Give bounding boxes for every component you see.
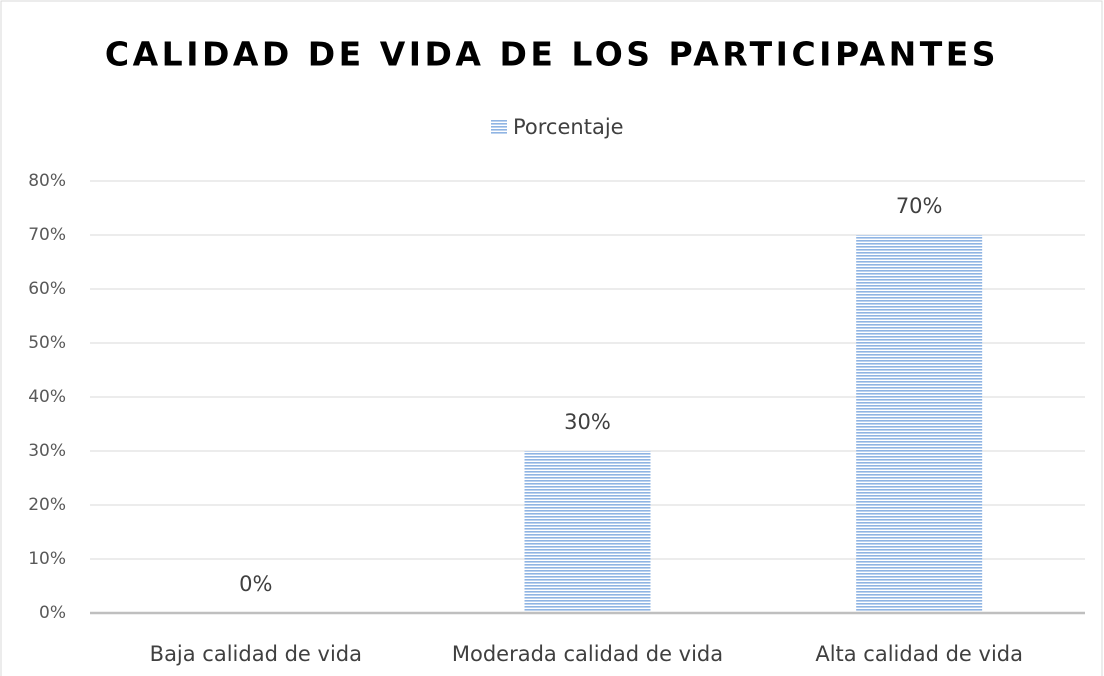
legend-swatch (491, 119, 507, 135)
x-tick-label: Baja calidad de vida (150, 642, 362, 666)
value-label: 30% (564, 410, 611, 434)
x-tick-label: Moderada calidad de vida (452, 642, 723, 666)
legend-label: Porcentaje (513, 115, 624, 139)
y-tick-label: 10% (28, 549, 66, 569)
bar (856, 235, 983, 613)
y-tick-label: 50% (28, 333, 66, 353)
value-label: 0% (239, 572, 272, 596)
value-label: 70% (896, 194, 943, 218)
bar (524, 451, 651, 613)
chart-title: CALIDAD DE VIDA DE LOS PARTICIPANTES (105, 35, 999, 74)
y-tick-label: 40% (28, 387, 66, 407)
y-tick-label: 60% (28, 279, 66, 299)
x-tick-label: Alta calidad de vida (815, 642, 1023, 666)
y-tick-label: 0% (39, 603, 66, 623)
y-tick-label: 80% (28, 171, 66, 191)
y-tick-label: 70% (28, 225, 66, 245)
y-tick-label: 30% (28, 441, 66, 461)
y-tick-label: 20% (28, 495, 66, 515)
